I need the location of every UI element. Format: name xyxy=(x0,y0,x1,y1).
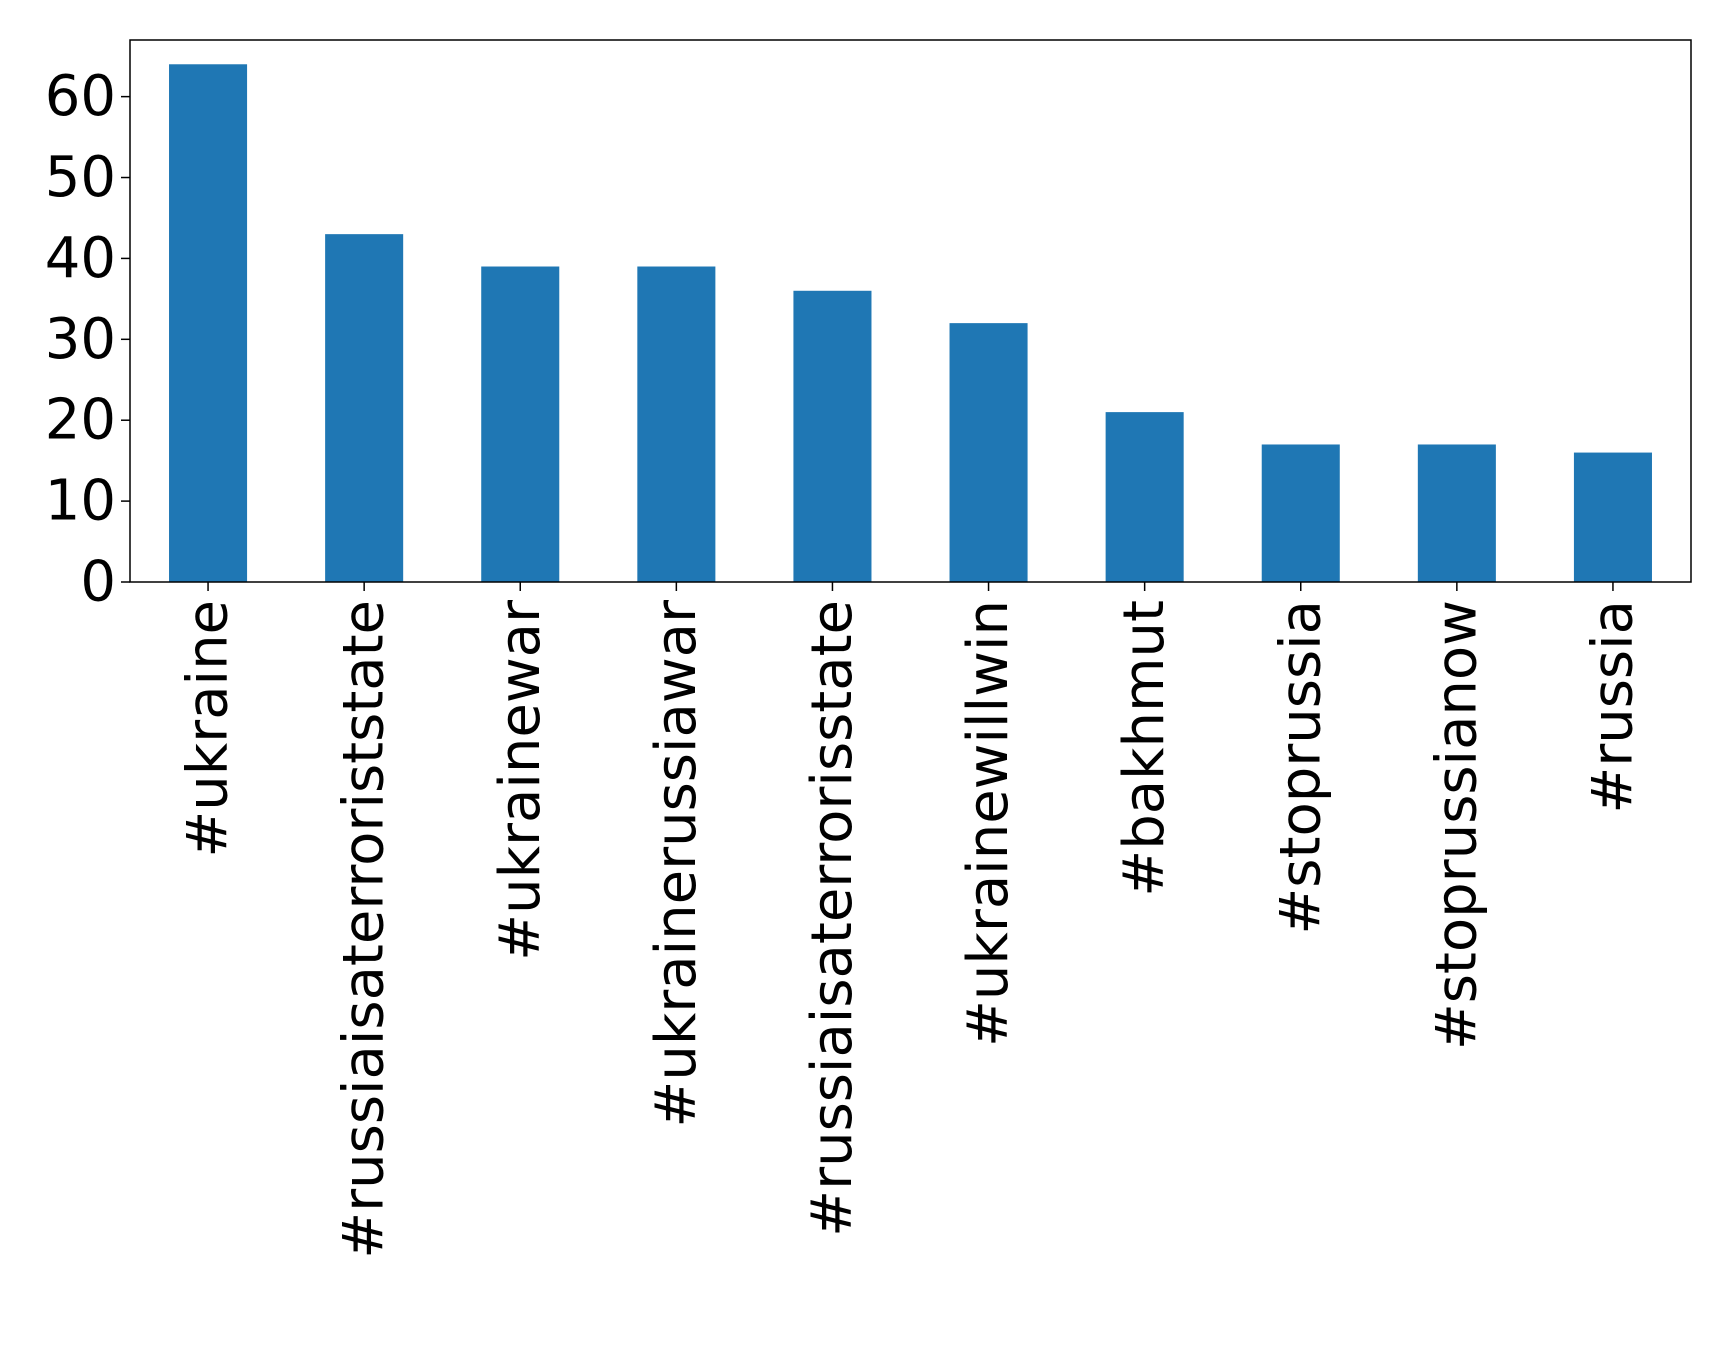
x-axis: #ukraine #russiaisaterroriststate #ukraine… xyxy=(176,582,1645,1259)
bar-1 xyxy=(325,234,404,583)
y-tick-label-3: 30 xyxy=(45,307,116,372)
y-tick-label-5: 50 xyxy=(45,145,116,210)
x-tick-label-9: #russia xyxy=(1580,600,1645,814)
y-tick-label-2: 20 xyxy=(45,388,116,453)
x-tick-label-3: #ukrainerussiawar xyxy=(644,599,709,1128)
x-tick-label-6: #bakhmut xyxy=(1112,600,1177,897)
bar-8 xyxy=(1417,444,1496,582)
plot-frame xyxy=(129,39,1692,583)
bar-7 xyxy=(1261,444,1340,582)
bar-2 xyxy=(481,266,560,582)
x-tick-label-8: #stoprussianow xyxy=(1424,600,1489,1050)
x-tick-label-5: #ukrainewillwin xyxy=(956,600,1021,1047)
bar-5 xyxy=(949,323,1028,582)
y-tick-label-6: 60 xyxy=(45,64,116,129)
bar-6 xyxy=(1105,412,1184,582)
x-tick-label-0: #ukraine xyxy=(176,600,241,858)
bar-3 xyxy=(637,266,716,582)
y-tick-label-4: 40 xyxy=(45,226,116,291)
y-tick-label-1: 10 xyxy=(45,469,116,534)
bar-9 xyxy=(1573,452,1652,582)
x-tick-label-1: #russiaisaterroriststate xyxy=(332,600,397,1259)
y-tick-label-0: 0 xyxy=(80,550,116,615)
x-tick-label-2: #ukrainewar xyxy=(488,599,553,961)
bars-layer xyxy=(169,64,1652,583)
x-tick-label-7: #stoprussia xyxy=(1268,600,1333,935)
x-tick-label-4: #russiaisaterrorisstate xyxy=(800,600,865,1237)
bar-4 xyxy=(793,290,872,582)
y-axis: 0 10 20 30 40 50 60 xyxy=(45,64,130,615)
bar-0 xyxy=(169,64,248,582)
